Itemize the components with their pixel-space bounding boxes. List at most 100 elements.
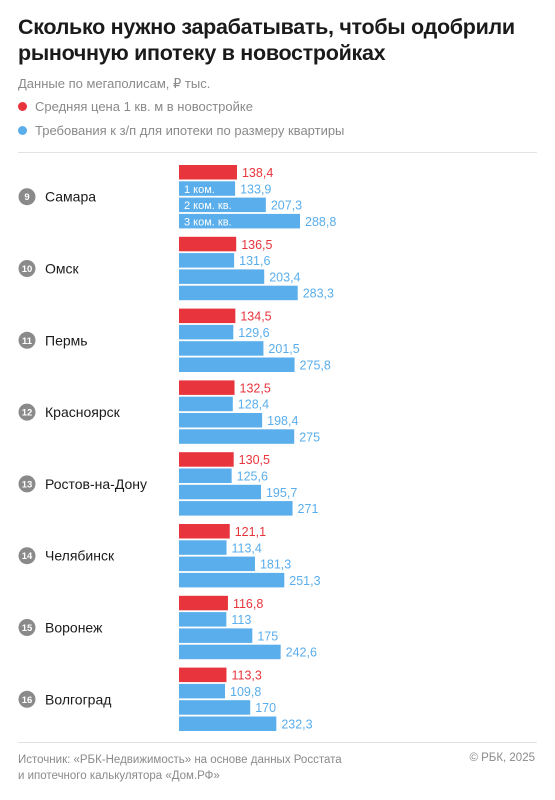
salary-bar <box>179 285 298 301</box>
city-name: Самара <box>45 189 96 205</box>
rank-circle <box>18 188 36 206</box>
value-label: 113,3 <box>231 669 261 683</box>
rank-number: 9 <box>24 192 29 203</box>
copyright: © РБК, 2025 <box>469 752 535 764</box>
salary-bar <box>179 484 261 500</box>
legend-label-salary: Требования к з/п для ипотеки по размеру … <box>35 123 345 138</box>
price-bar <box>179 380 235 395</box>
bar-inline-label: 3 ком. кв. <box>184 216 232 228</box>
divider-top <box>18 152 537 153</box>
value-label: 288,8 <box>305 215 336 229</box>
legend-label-price: Средняя цена 1 кв. м в новостройке <box>35 99 253 114</box>
salary-bar <box>179 413 263 428</box>
legend-item-price: Средняя цена 1 кв. м в новостройке <box>18 99 253 114</box>
value-label: 201,5 <box>268 342 299 356</box>
salary-bar <box>179 501 293 516</box>
value-label: 242,6 <box>286 646 317 660</box>
legend-red-dot <box>18 102 27 111</box>
salary-bar <box>179 253 235 268</box>
city-name: Пермь <box>45 332 88 348</box>
price-bar <box>179 595 228 611</box>
value-label: 170 <box>255 701 276 715</box>
rank-number: 16 <box>22 695 33 706</box>
value-label: 132,5 <box>240 381 271 395</box>
chart-subtitle: Данные по мегаполисам, ₽ тыс. <box>18 76 211 91</box>
legend-blue-dot <box>18 126 27 135</box>
salary-bar <box>179 556 255 572</box>
city-name: Челябинск <box>45 548 115 564</box>
value-label: 275 <box>299 430 320 444</box>
price-bar <box>179 308 236 324</box>
salary-bar <box>179 429 295 444</box>
price-bar <box>179 236 237 252</box>
value-label: 136,5 <box>241 238 272 252</box>
value-label: 275,8 <box>300 359 331 373</box>
salary-bar <box>179 324 234 340</box>
value-label: 121,1 <box>235 525 266 539</box>
value-label: 116,8 <box>233 597 263 611</box>
rank-circle <box>18 690 36 708</box>
value-label: 251,3 <box>289 574 320 588</box>
value-label: 113 <box>231 613 251 627</box>
salary-bar <box>179 628 253 643</box>
salary-bar <box>179 341 264 356</box>
value-label: 134,5 <box>240 310 271 324</box>
value-label: 195,7 <box>266 486 297 500</box>
chart-title: Сколько нужно зарабатывать, чтобы одобри… <box>18 15 515 65</box>
source-note: Источник: «РБК-Недвижимость» на основе д… <box>18 752 342 784</box>
city-name: Ростов-на-Дону <box>45 476 147 492</box>
city-name: Волгоград <box>45 691 111 707</box>
source-line-1: Источник: «РБК-Недвижимость» на основе д… <box>18 754 342 766</box>
price-bar <box>179 165 237 180</box>
city-name: Красноярск <box>45 404 121 420</box>
value-label: 125,6 <box>237 470 268 484</box>
rank-number: 12 <box>22 408 33 419</box>
value-label: 232,3 <box>281 718 312 732</box>
salary-bar <box>179 716 277 731</box>
city-name: Воронеж <box>45 620 103 636</box>
value-label: 113,4 <box>232 541 262 555</box>
price-bar <box>179 524 230 539</box>
bar-inline-label: 1 ком. <box>184 184 215 196</box>
rank-circle <box>18 619 36 636</box>
price-bar <box>179 452 234 467</box>
rank-number: 14 <box>22 551 33 562</box>
rank-circle <box>18 403 36 421</box>
salary-bar <box>179 700 251 715</box>
rank-number: 10 <box>22 264 33 275</box>
value-label: 283,3 <box>303 287 334 301</box>
value-label: 203,4 <box>269 270 300 284</box>
salary-bar <box>179 269 265 284</box>
salary-bar <box>179 468 232 483</box>
divider-bottom <box>18 742 537 743</box>
rank-number: 13 <box>22 479 33 490</box>
value-label: 198,4 <box>267 414 298 428</box>
value-label: 131,6 <box>239 254 270 268</box>
value-label: 207,3 <box>271 199 302 213</box>
rank-number: 15 <box>22 623 33 634</box>
value-label: 181,3 <box>260 558 291 572</box>
rank-circle <box>18 331 36 349</box>
bar-inline-label: 2 ком. кв. <box>184 200 232 212</box>
value-label: 138,4 <box>242 166 273 180</box>
source-line-2: и ипотечного калькулятора «Дом.РФ» <box>18 770 220 782</box>
salary-bar <box>179 612 227 627</box>
salary-bar <box>179 197 266 213</box>
salary-bar <box>179 181 236 196</box>
rank-circle <box>18 260 36 277</box>
city-name: Омск <box>45 261 80 277</box>
salary-bar <box>179 213 301 229</box>
rank-number: 11 <box>22 336 33 347</box>
legend-item-salary: Требования к з/п для ипотеки по размеру … <box>18 123 344 138</box>
price-bar <box>179 667 227 683</box>
salary-bar <box>179 683 226 699</box>
rank-circle <box>18 547 36 565</box>
salary-bar <box>179 572 285 588</box>
value-label: 133,9 <box>240 182 271 196</box>
rank-circle <box>18 475 36 493</box>
value-label: 175 <box>257 629 278 643</box>
salary-bar <box>179 540 227 555</box>
salary-bar <box>179 396 233 412</box>
salary-bar <box>179 644 281 660</box>
